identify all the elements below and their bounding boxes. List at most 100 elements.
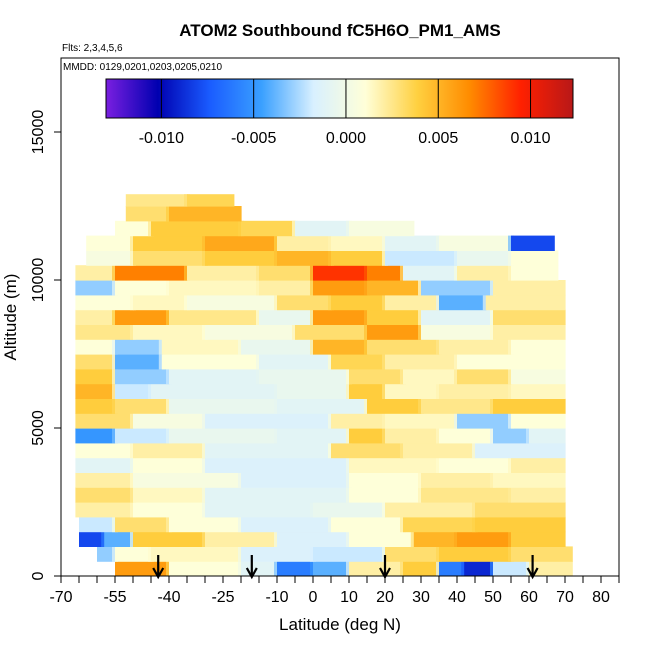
heatmap-cell: [133, 294, 188, 311]
heatmap-cell: [421, 487, 512, 503]
heatmap-cell: [439, 561, 465, 576]
flight-marker-arrowhead: [152, 567, 165, 580]
heatmap-cell: [169, 398, 278, 414]
heatmap-cell: [385, 235, 440, 251]
heatmap-cell: [115, 546, 152, 562]
plot-frame: [60, 57, 620, 577]
heatmap-cell: [115, 220, 152, 237]
heatmap-cell: [151, 546, 242, 562]
heatmap-cell: [511, 265, 559, 281]
x-axis: -70 -55 -40 -25 -10 0 10 20 30 40 50 60 70 80: [49, 576, 620, 606]
heatmap-cell: [421, 309, 494, 325]
flight-marker-arrowhead: [245, 567, 258, 580]
heatmap-cell: [313, 546, 386, 562]
heatmap-cell: [169, 428, 278, 444]
heatmap-cell: [115, 309, 170, 325]
y-axis: 0 5000 10000 15000: [30, 110, 61, 580]
x-tick-label: -55: [103, 589, 126, 606]
heatmap-cell: [511, 457, 566, 473]
y-tick-label: 0: [30, 571, 47, 580]
heatmap-cell: [457, 368, 512, 385]
heatmap-cell: [277, 398, 368, 414]
heatmap-cell: [79, 531, 105, 547]
heatmap-cell: [161, 354, 260, 370]
heatmap-cell: [187, 294, 278, 311]
heatmap-cell: [313, 502, 386, 518]
heatmap-cell: [169, 368, 260, 385]
heatmap-cell: [493, 398, 566, 414]
x-axis-label: Latitude (deg N): [279, 615, 401, 634]
colorbar-tick-label: -0.010: [139, 130, 184, 147]
heatmap-cell: [259, 265, 314, 281]
heatmap-cell: [277, 294, 332, 311]
heatmap-cell: [169, 309, 260, 325]
heatmap-cell: [75, 294, 134, 311]
heatmap-cell: [295, 220, 350, 237]
heatmap-cell: [104, 531, 134, 547]
y-axis-label: Altitude (m): [1, 274, 20, 361]
x-tick-label: -10: [265, 589, 288, 606]
x-tick-label: -40: [157, 589, 180, 606]
heatmap-cell: [403, 516, 476, 533]
heatmap-cell: [367, 324, 422, 340]
heatmap-cell: [403, 265, 458, 281]
heatmap-cell: [331, 413, 386, 429]
heatmap-cell: [75, 368, 116, 385]
heatmap-cell: [169, 206, 242, 222]
heatmap-cell: [439, 457, 512, 473]
heatmap-cell: [331, 354, 386, 370]
heatmap-cell: [75, 280, 116, 296]
heatmap-cell: [493, 324, 566, 340]
heatmap-cell: [421, 324, 494, 340]
heatmap-cell: [403, 368, 458, 385]
heatmap-cell: [439, 428, 494, 444]
flight-markers: [152, 555, 539, 580]
heatmap-cell: [475, 502, 566, 518]
heatmap-cell: [313, 561, 350, 576]
heatmap-cell: [385, 294, 440, 311]
heatmap-cell: [439, 235, 512, 251]
x-tick-label: 40: [448, 589, 466, 606]
heatmap-cell: [75, 309, 116, 325]
heatmap-cell: [205, 413, 332, 429]
heatmap-cell: [133, 531, 206, 547]
heatmap-cell: [367, 339, 440, 355]
heatmap-cell: [75, 339, 116, 355]
heatmap-cell: [259, 354, 332, 370]
x-tick-label: -70: [49, 589, 72, 606]
heatmap-cell: [349, 220, 415, 237]
x-tick-label: 30: [412, 589, 430, 606]
heatmap-cell: [169, 280, 260, 296]
heatmap-cell: [313, 309, 368, 325]
heatmap-cell: [241, 516, 332, 533]
heatmap-cell: [367, 309, 422, 325]
heatmap-cell: [511, 250, 559, 266]
heatmap-cell: [439, 383, 512, 399]
heatmap-cell: [97, 546, 116, 562]
heatmap-cell: [75, 502, 134, 518]
heatmap-cell: [115, 398, 170, 414]
colorbar-tick-label: -0.005: [231, 130, 276, 147]
heatmap-cell: [511, 383, 566, 399]
heatmap-cell: [241, 220, 296, 237]
heatmap-cell: [133, 413, 206, 429]
y-tick-label: 5000: [30, 410, 47, 446]
heatmap-cell: [439, 294, 487, 311]
heatmap-cell: [115, 561, 170, 576]
heatmap-cell: [511, 546, 573, 562]
flights-subtitle: Flts: 2,3,4,5,6: [62, 43, 123, 54]
heatmap-cell: [277, 235, 332, 251]
heatmap-cell: [277, 561, 314, 576]
heatmap-cell: [511, 413, 566, 429]
colorbar-tick-label: 0.005: [418, 130, 458, 147]
heatmap-cell: [349, 457, 440, 473]
heatmap-cell: [349, 383, 386, 399]
x-tick-label: 10: [340, 589, 358, 606]
heatmap-cell: [75, 354, 116, 370]
dates-subtitle: MMDD: 0129,0201,0203,0205,0210: [63, 62, 222, 73]
x-tick-label: 60: [520, 589, 538, 606]
heatmap-cell: [313, 265, 368, 281]
heatmap-cell: [511, 368, 566, 385]
heatmap-cell: [313, 339, 368, 355]
